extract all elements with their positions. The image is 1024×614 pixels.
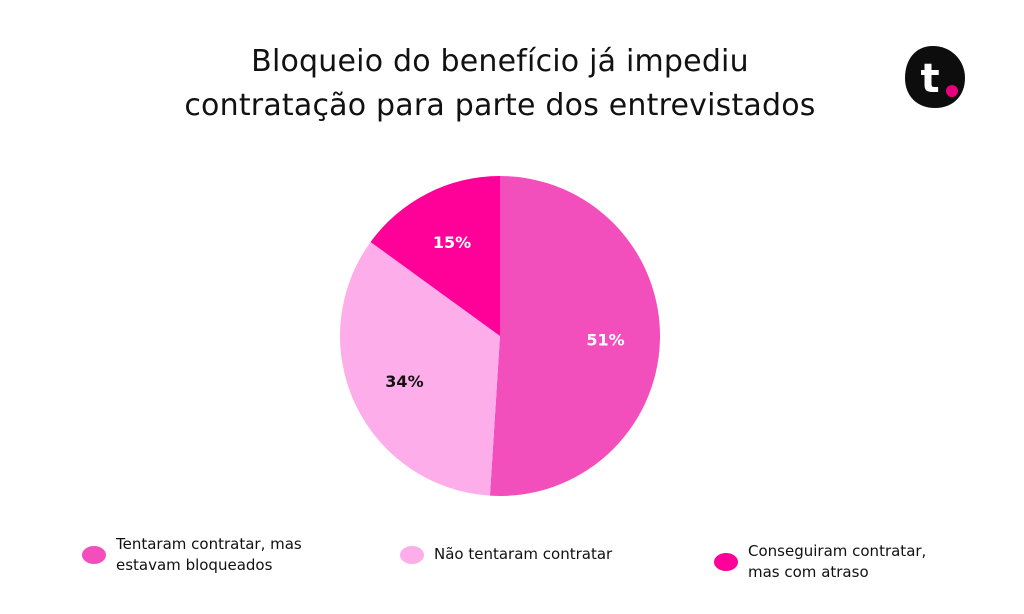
legend-item-nao-tentaram: Não tentaram contratar (400, 544, 612, 565)
legend-label-nao-tentaram: Não tentaram contratar (434, 545, 613, 563)
legend-label-conseguiram-atraso: Conseguiram contratar, mas com atraso (748, 542, 927, 581)
brand-logo-letter: t (920, 56, 939, 102)
chart-title-line-2: contratação para parte dos entrevistados (184, 88, 816, 123)
pie-slice-tentaram-bloqueados (489, 175, 661, 496)
pie-slice-conseguiram-atraso (370, 176, 500, 336)
pie-chart: 51% 34% 15% (340, 175, 661, 496)
legend-item-conseguiram-atraso: Conseguiram contratar, mas com atraso (714, 541, 926, 583)
pie-slice-nao-tentaram (340, 241, 500, 496)
chart-title: Bloqueio do benefício já impediu contrat… (0, 40, 1000, 128)
legend-swatch-nao-tentaram (400, 545, 424, 564)
legend-swatch-tentaram-bloqueados (82, 546, 106, 564)
brand-logo: t (905, 46, 965, 108)
pie-slices (340, 175, 661, 496)
pie-label-tentaram-bloqueados: 51% (586, 330, 624, 349)
brand-logo-dot (946, 85, 958, 97)
chart-title-line-1: Bloqueio do benefício já impediu (251, 44, 749, 79)
legend-item-tentaram-bloqueados: Tentaram contratar, mas estavam bloquead… (82, 534, 302, 576)
legend-swatch-conseguiram-atraso (714, 553, 738, 571)
pie-data-labels: 51% 34% 15% (385, 233, 624, 391)
pie-label-nao-tentaram: 34% (385, 372, 423, 391)
legend-label-tentaram-bloqueados: Tentaram contratar, mas estavam bloquead… (116, 535, 302, 574)
pie-label-conseguiram-atraso: 15% (433, 233, 471, 252)
